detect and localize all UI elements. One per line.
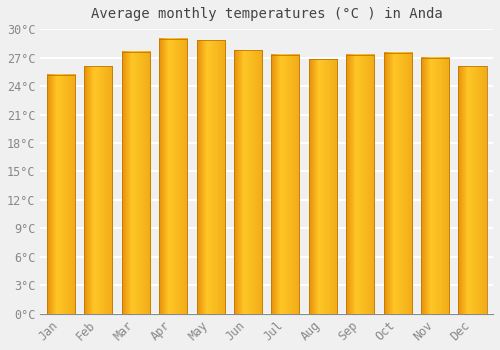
Bar bbox=[346, 55, 374, 314]
Bar bbox=[234, 50, 262, 314]
Title: Average monthly temperatures (°C ) in Anda: Average monthly temperatures (°C ) in An… bbox=[91, 7, 443, 21]
Bar bbox=[384, 53, 411, 314]
Bar bbox=[122, 52, 150, 314]
Bar bbox=[421, 57, 449, 314]
Bar bbox=[272, 55, 299, 314]
Bar bbox=[84, 66, 112, 314]
Bar bbox=[159, 38, 187, 314]
Bar bbox=[196, 41, 224, 314]
Bar bbox=[458, 66, 486, 314]
Bar bbox=[47, 75, 75, 314]
Bar bbox=[309, 60, 337, 314]
